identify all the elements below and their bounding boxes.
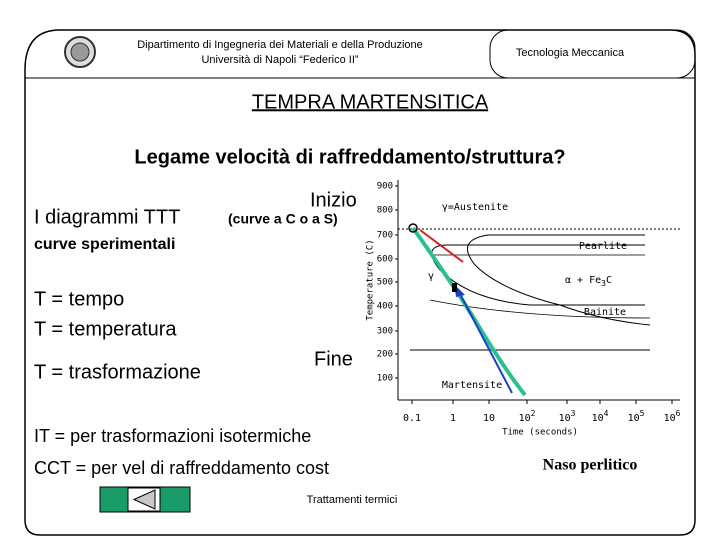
tick-base: 1 bbox=[450, 413, 456, 424]
y-tick-label: 400 bbox=[377, 302, 393, 312]
x-tick-label: 102 bbox=[519, 409, 536, 425]
y-tick-label: 200 bbox=[377, 350, 393, 360]
tick-base: 10 bbox=[592, 413, 604, 424]
tick-base: 10 bbox=[483, 413, 495, 424]
it-definition: IT = per trasformazioni isotermiche bbox=[34, 426, 311, 446]
red-cooling bbox=[419, 229, 464, 263]
tick-base: 10 bbox=[519, 413, 531, 424]
cct-definition: CCT = per vel di raffreddamento cost bbox=[34, 458, 329, 478]
tick-exponent: 3 bbox=[571, 409, 576, 418]
definition: T = trasformazione bbox=[34, 361, 201, 383]
tick-base: 10 bbox=[664, 413, 676, 424]
phase: C bbox=[606, 275, 612, 286]
definition: T = temperatura bbox=[34, 318, 177, 340]
x-axis-title: Time (seconds) bbox=[502, 428, 578, 438]
tick-exponent: 6 bbox=[676, 409, 681, 418]
start-label: Inizio bbox=[310, 189, 357, 211]
critical-cooling bbox=[411, 226, 527, 397]
region-label: α + Fe3C bbox=[565, 275, 612, 288]
region-label: γ bbox=[428, 271, 434, 282]
tick-exponent: 2 bbox=[531, 409, 536, 418]
course: Tecnologia Meccanica bbox=[516, 47, 625, 59]
slide-title: TEMPRA MARTENSITICA bbox=[252, 91, 489, 113]
footer: Trattamenti termici bbox=[307, 494, 398, 506]
university-logo bbox=[64, 36, 96, 68]
department: Dipartimento di Ingegneria dei Materiali… bbox=[137, 39, 423, 51]
arrow-head bbox=[455, 285, 465, 297]
tick-base: 10 bbox=[628, 413, 640, 424]
x-tick-label: 0.1 bbox=[403, 413, 421, 424]
phase: α + Fe bbox=[565, 275, 601, 286]
start-point bbox=[408, 223, 418, 233]
x-tick-label: 105 bbox=[628, 409, 645, 425]
back-button[interactable] bbox=[99, 486, 191, 513]
start-curve bbox=[431, 244, 645, 306]
end-label: Fine bbox=[314, 348, 353, 370]
experimental: curve sperimentali bbox=[34, 236, 175, 253]
region-label: Martensite bbox=[442, 380, 502, 391]
y-tick-label: 500 bbox=[377, 278, 393, 288]
tick-exponent: 4 bbox=[604, 409, 609, 418]
x-tick-label: 103 bbox=[559, 409, 576, 425]
y-tick-label: 700 bbox=[377, 231, 393, 241]
x-tick-label: 106 bbox=[664, 409, 681, 425]
y-tick-label: 900 bbox=[377, 182, 393, 192]
bainite-curve bbox=[429, 254, 651, 319]
y-tick-label: 100 bbox=[377, 374, 393, 384]
university: Università di Napoli “Federico II” bbox=[201, 54, 358, 66]
question: Legame velocità di raffreddamento/strutt… bbox=[134, 146, 565, 168]
x-tick-label: 10 bbox=[483, 413, 495, 424]
tick-exponent: 5 bbox=[640, 409, 645, 418]
y-tick-label: 800 bbox=[377, 206, 393, 216]
region-label: Pearlite bbox=[579, 241, 627, 252]
definition: T = tempo bbox=[34, 288, 124, 310]
subscript: 3 bbox=[601, 279, 606, 288]
tick-base: 0.1 bbox=[403, 413, 421, 424]
finish-curve bbox=[466, 234, 651, 326]
x-tick-label: 104 bbox=[592, 409, 609, 425]
tick-base: 10 bbox=[559, 413, 571, 424]
slide-frame bbox=[24, 29, 696, 536]
nose-marker bbox=[452, 283, 457, 292]
region-label: Bainite bbox=[584, 307, 626, 318]
ttt-diagram: Temperature (C) Time (seconds) 900 800 700… bbox=[366, 180, 681, 438]
y-tick-label: 600 bbox=[377, 255, 393, 265]
y-tick-label: 300 bbox=[377, 327, 393, 337]
ttt-curves: (curve a C o a S) bbox=[228, 211, 338, 227]
nose-label: Naso perlitico bbox=[543, 457, 638, 474]
region-label: γ=Austenite bbox=[442, 202, 508, 213]
course-box bbox=[489, 29, 696, 79]
y-axis-title: Temperature (C) bbox=[366, 239, 376, 320]
blue-arrow bbox=[458, 291, 513, 394]
x-tick-label: 1 bbox=[450, 413, 456, 424]
ttt-heading: I diagrammi TTT bbox=[34, 206, 180, 228]
